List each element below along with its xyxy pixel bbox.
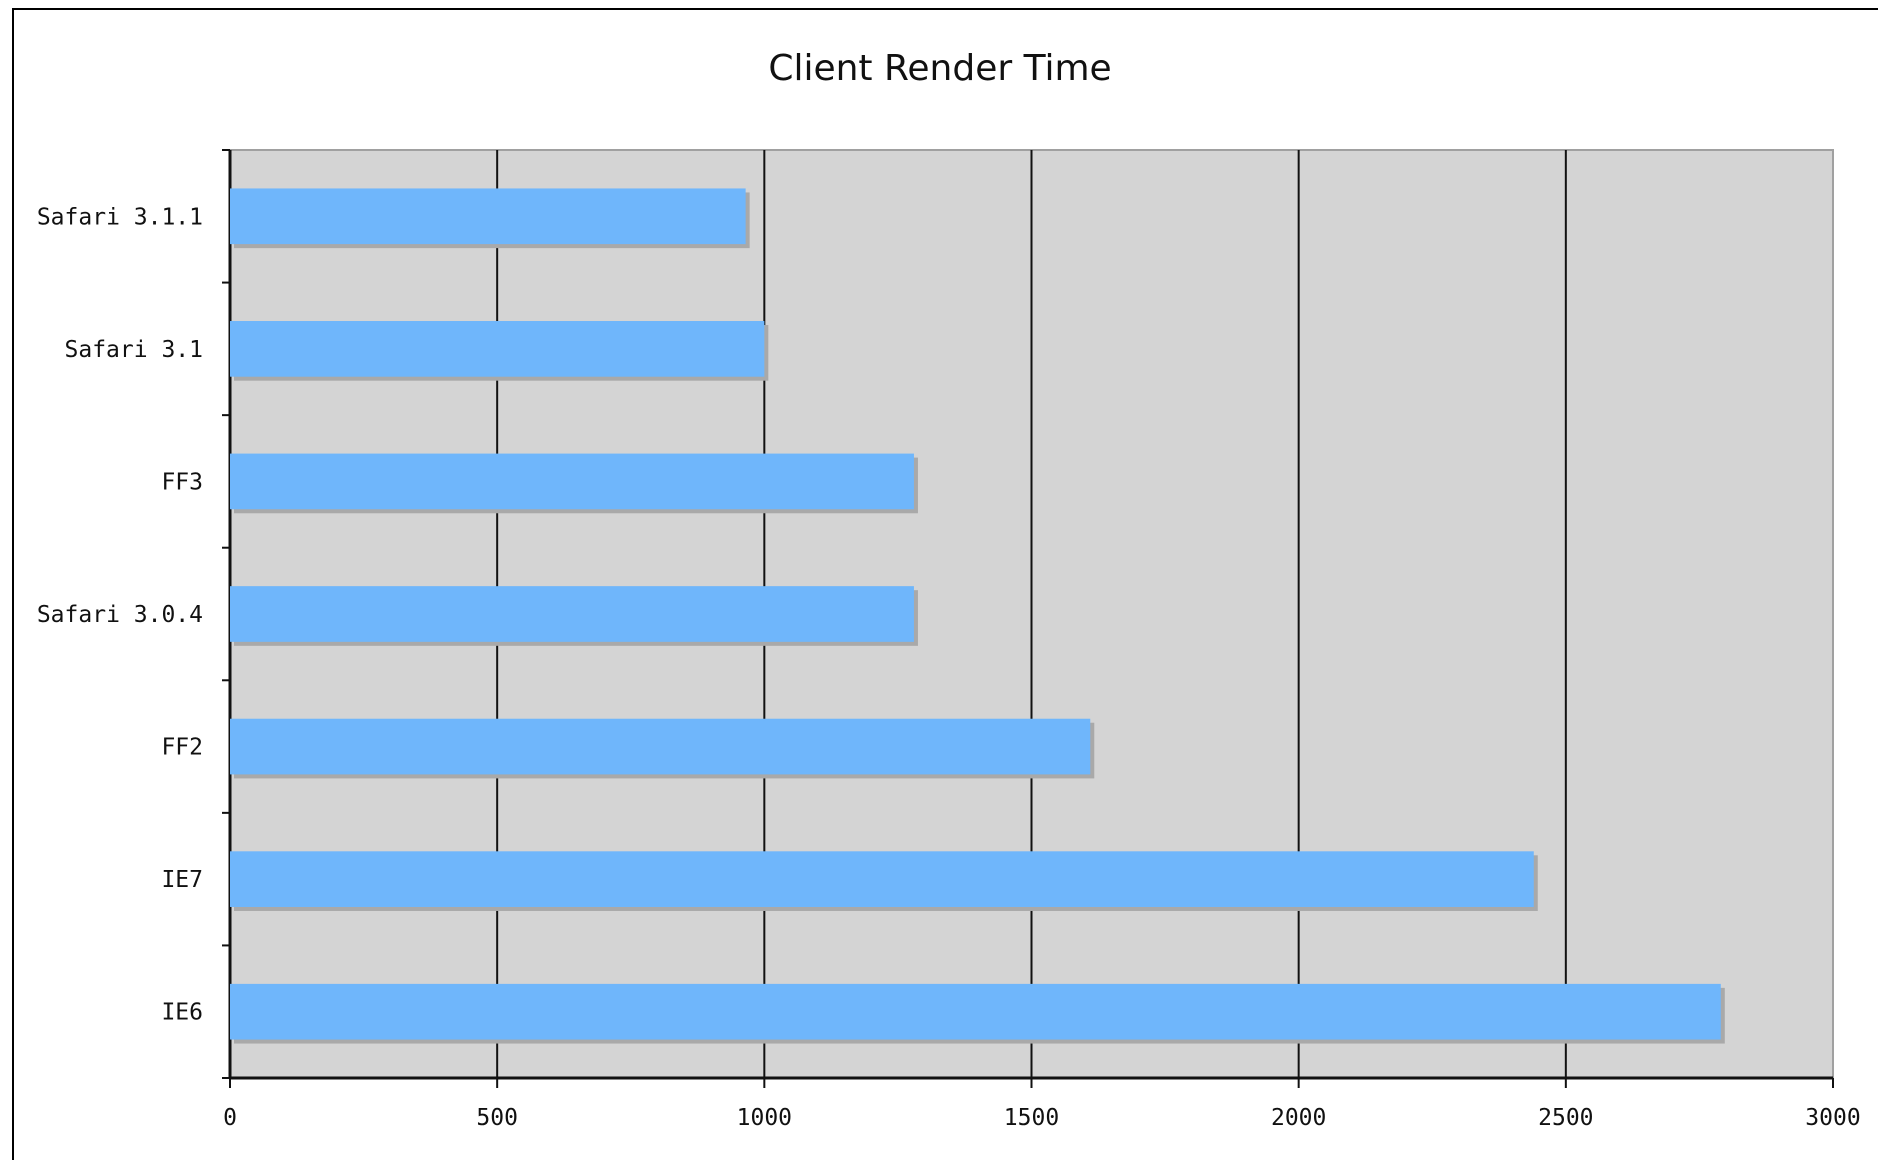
y-tick-label: Safari 3.0.4 [37, 602, 203, 628]
y-tick-label: FF3 [161, 469, 203, 495]
y-tick-label: IE7 [161, 867, 203, 893]
bar [230, 188, 746, 245]
x-tick-label: 500 [476, 1105, 518, 1131]
x-tick-label: 2500 [1538, 1105, 1593, 1131]
x-tick-label: 0 [223, 1105, 237, 1131]
y-tick-label: Safari 3.1.1 [37, 204, 203, 230]
x-tick-label: 2000 [1271, 1105, 1326, 1131]
bar [230, 321, 765, 377]
bar [230, 983, 1721, 1040]
y-tick-label: FF2 [161, 735, 203, 761]
bar [230, 851, 1534, 907]
x-tick-label: 3000 [1805, 1105, 1860, 1131]
plot-area: 0 500 1000 1500 2000 2500 3000 Safari 3.1.1 Safa… [37, 149, 1861, 1131]
bar [230, 453, 914, 510]
y-tick-label: Safari 3.1 [65, 337, 203, 363]
bar [230, 718, 1091, 775]
x-tick-label: 1000 [737, 1105, 792, 1131]
x-tick-label: 1500 [1004, 1105, 1059, 1131]
bar [230, 586, 914, 642]
y-tick-label: IE6 [161, 1000, 203, 1026]
chart-title: Client Render Time [768, 48, 1112, 89]
